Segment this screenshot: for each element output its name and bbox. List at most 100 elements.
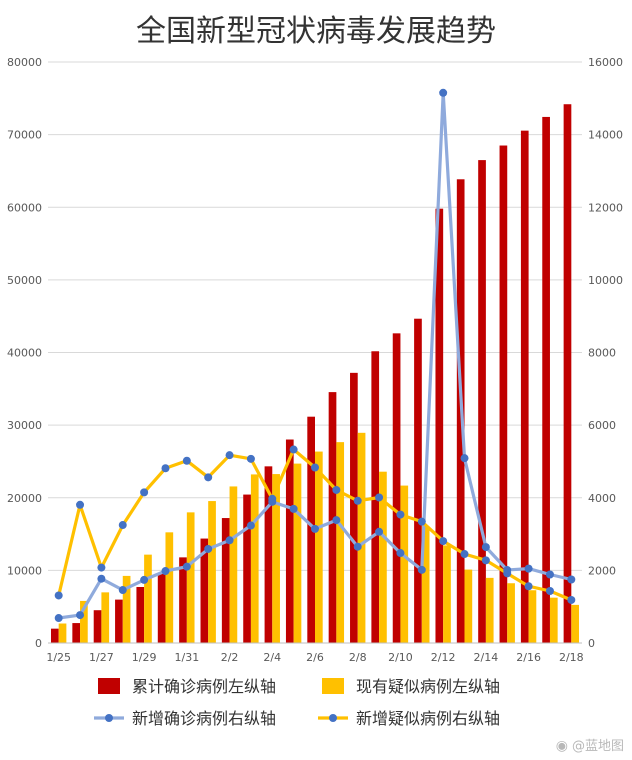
bar-current-suspected (528, 590, 537, 643)
point-new-suspected (97, 563, 106, 572)
bar-cumulative-confirmed (392, 333, 401, 643)
legend-swatch (322, 678, 344, 694)
y-right-tick-label: 16000 (588, 56, 623, 69)
point-new-suspected (396, 510, 405, 519)
point-new-confirmed (161, 567, 170, 576)
point-new-suspected (54, 591, 63, 600)
point-new-suspected (225, 451, 234, 460)
bar-cumulative-confirmed (179, 557, 187, 643)
bar-cumulative-confirmed (328, 392, 337, 643)
bar-cumulative-confirmed (200, 538, 209, 643)
legend-label: 新增确诊病例右纵轴 (132, 709, 276, 728)
bar-cumulative-confirmed (115, 599, 123, 643)
chart-title: 全国新型冠状病毒发展趋势 (136, 14, 496, 49)
point-new-confirmed (417, 565, 426, 574)
y-left-tick-label: 40000 (7, 347, 42, 360)
bar-cumulative-confirmed (499, 145, 508, 644)
bar-current-suspected (400, 485, 409, 643)
x-tick-label: 1/29 (132, 651, 157, 664)
y-left-tick-label: 50000 (7, 274, 42, 287)
legend-label: 累计确诊病例左纵轴 (132, 677, 276, 696)
bar-current-suspected (379, 471, 387, 643)
x-tick-label: 1/25 (46, 651, 71, 664)
legend-label: 现有疑似病例左纵轴 (356, 677, 500, 696)
point-new-confirmed (140, 575, 149, 584)
x-tick-label: 2/12 (431, 651, 456, 664)
bar-cumulative-confirmed (478, 160, 486, 643)
point-new-suspected (503, 569, 512, 578)
x-tick-label: 2/18 (559, 651, 584, 664)
bar-current-suspected (485, 577, 494, 643)
bar-cumulative-confirmed (243, 494, 251, 643)
y-left-tick-label: 0 (35, 637, 42, 650)
point-new-confirmed (353, 542, 362, 551)
point-new-confirmed (225, 536, 234, 545)
point-new-confirmed (246, 521, 255, 530)
bar-current-suspected (507, 583, 515, 643)
bar-cumulative-confirmed (435, 208, 444, 643)
y-right-tick-label: 0 (588, 637, 595, 650)
point-new-confirmed (311, 524, 319, 533)
y-left-tick-label: 60000 (7, 201, 42, 214)
point-new-suspected (375, 493, 384, 502)
point-new-suspected (182, 456, 191, 465)
point-new-confirmed (76, 611, 85, 620)
bar-cumulative-confirmed (520, 130, 529, 644)
x-tick-label: 2/16 (516, 651, 541, 664)
legend-label: 新增疑似病例右纵轴 (356, 709, 500, 728)
bar-current-suspected (144, 554, 152, 643)
bar-current-suspected (293, 463, 302, 643)
watermark-text: @蓝地图 (571, 739, 624, 754)
point-new-suspected (289, 445, 298, 454)
y-right-tick-label: 6000 (588, 419, 616, 432)
bar-current-suspected (165, 532, 174, 643)
point-new-confirmed (439, 88, 448, 97)
point-new-confirmed (545, 570, 554, 579)
bar-current-suspected (571, 604, 580, 643)
legend-marker (105, 714, 113, 722)
bar-cumulative-confirmed (72, 623, 81, 643)
bar-cumulative-confirmed (542, 116, 550, 644)
weibo-icon: ◉ (555, 738, 568, 754)
point-new-suspected (246, 454, 255, 463)
bar-cumulative-confirmed (264, 466, 273, 643)
point-new-suspected (268, 494, 277, 503)
point-new-suspected (311, 463, 319, 472)
x-tick-label: 1/31 (174, 651, 199, 664)
bar-cumulative-confirmed (350, 372, 358, 643)
point-new-suspected (439, 537, 448, 546)
bar-cumulative-confirmed (93, 610, 102, 643)
y-left-tick-label: 20000 (7, 492, 42, 505)
point-new-suspected (524, 582, 533, 591)
point-new-suspected (481, 556, 490, 565)
x-tick-label: 2/4 (263, 651, 281, 664)
bar-current-suspected (80, 600, 88, 643)
bar-current-suspected (443, 545, 451, 643)
y-left-tick-label: 10000 (7, 564, 42, 577)
legend-marker (329, 714, 337, 722)
point-new-confirmed (289, 504, 298, 513)
bar-current-suspected (272, 474, 280, 643)
x-tick-label: 2/8 (349, 651, 367, 664)
point-new-suspected (567, 595, 576, 604)
bar-current-suspected (101, 592, 110, 643)
point-new-confirmed (481, 543, 490, 552)
bar-current-suspected (186, 512, 195, 643)
y-left-tick-label: 30000 (7, 419, 42, 432)
bar-current-suspected (208, 501, 216, 643)
point-new-suspected (332, 485, 341, 494)
point-new-confirmed (182, 562, 191, 571)
bar-cumulative-confirmed (136, 586, 145, 643)
bar-current-suspected (229, 486, 238, 643)
bar-cumulative-confirmed (563, 104, 572, 643)
y-right-tick-label: 10000 (588, 274, 623, 287)
bar-current-suspected (122, 575, 131, 643)
bar-current-suspected (58, 623, 67, 643)
point-new-suspected (353, 496, 362, 505)
bar-cumulative-confirmed (285, 439, 294, 643)
bar-cumulative-confirmed (157, 572, 166, 643)
y-right-tick-label: 4000 (588, 492, 616, 505)
point-new-confirmed (118, 586, 127, 595)
y-right-tick-label: 8000 (588, 347, 616, 360)
point-new-suspected (204, 473, 213, 482)
